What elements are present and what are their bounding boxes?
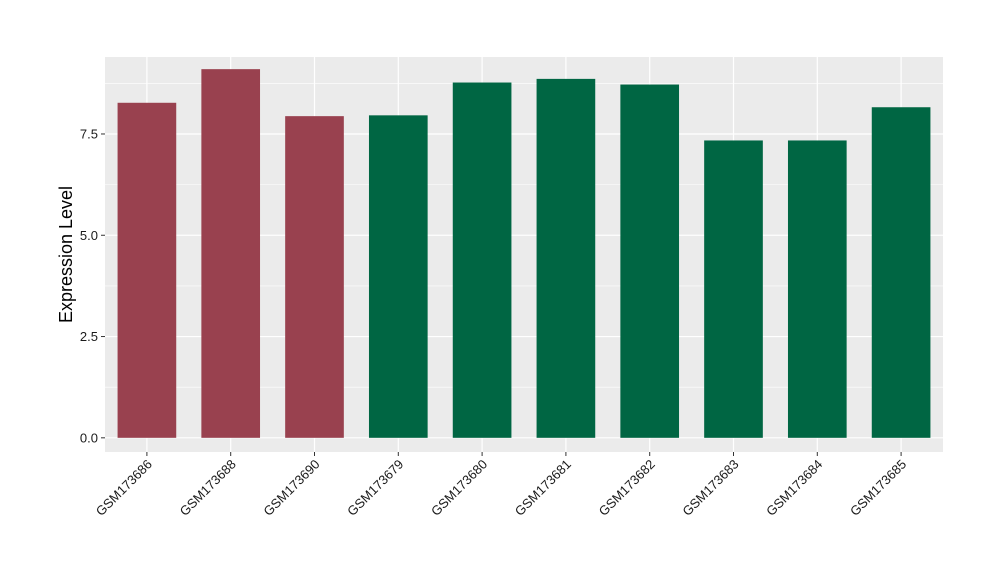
x-tick-label: GSM173680 <box>428 457 490 519</box>
x-tick-label: GSM173690 <box>260 457 322 519</box>
bar-GSM173683 <box>704 140 763 438</box>
y-tick-label: 2.5 <box>80 329 98 344</box>
x-tick-label: GSM173679 <box>344 457 406 519</box>
x-tick-label: GSM173685 <box>847 457 909 519</box>
x-tick-label: GSM173683 <box>679 457 741 519</box>
bar-GSM173685 <box>871 107 931 438</box>
bar-GSM173679 <box>368 115 428 438</box>
x-tick-label: GSM173688 <box>177 457 239 519</box>
x-tick-label: GSM173684 <box>763 457 825 519</box>
y-tick-label: 7.5 <box>80 126 98 141</box>
x-tick-label: GSM173686 <box>93 457 155 519</box>
bar-GSM173682 <box>620 84 680 438</box>
x-tick-label: GSM173682 <box>596 457 658 519</box>
bar-GSM173680 <box>452 82 512 438</box>
bar-GSM173681 <box>536 78 596 438</box>
y-tick-label: 0.0 <box>80 430 98 445</box>
x-tick-label: GSM173681 <box>512 457 574 519</box>
y-axis-title: Expression Level <box>56 186 76 323</box>
bars <box>117 69 931 438</box>
y-tick-label: 5.0 <box>80 228 98 243</box>
x-axis: GSM173686 GSM173688 GSM173690 GSM173679 GSM1… <box>93 452 909 519</box>
bar-GSM173684 <box>787 140 847 438</box>
bar-GSM173686 <box>117 102 177 438</box>
bar-GSM173688 <box>201 69 261 438</box>
y-axis: 0.0 2.5 5.0 7.5 <box>80 126 105 445</box>
bar-GSM173690 <box>285 116 344 438</box>
